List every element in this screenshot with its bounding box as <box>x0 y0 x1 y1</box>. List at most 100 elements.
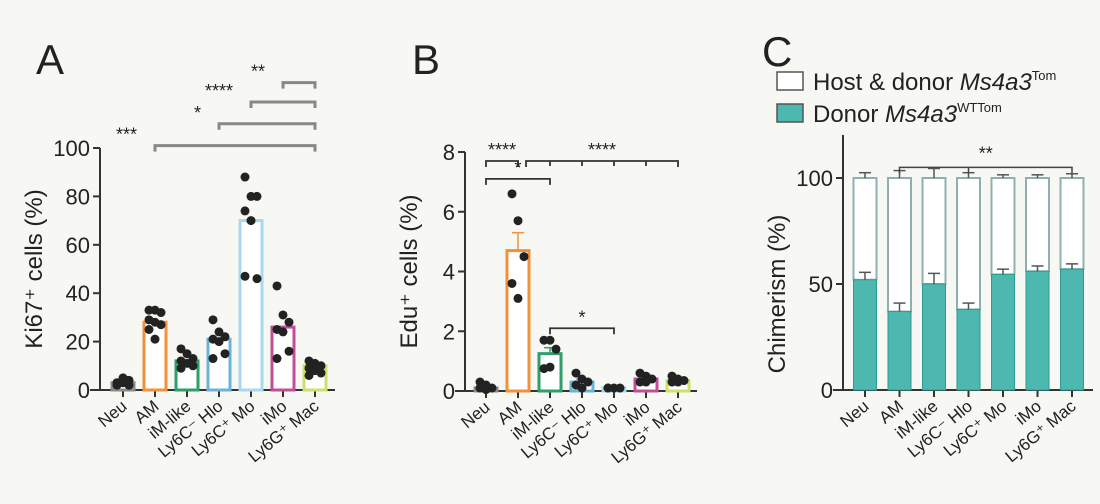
y-tick-label: 40 <box>66 281 90 306</box>
data-point <box>252 274 262 284</box>
y-axis-label: Chimerism (%) <box>764 215 791 374</box>
data-point <box>673 377 683 387</box>
significance-bracket <box>485 177 551 185</box>
data-point <box>240 271 250 281</box>
data-point <box>284 346 294 356</box>
bar-donor <box>991 273 1015 391</box>
significance-label: * <box>194 103 201 123</box>
bar-donor <box>922 283 946 391</box>
data-point <box>156 320 166 330</box>
data-point <box>118 373 128 383</box>
y-axis-label: Edu⁺ cells (%) <box>396 194 423 348</box>
y-tick-label: 50 <box>809 272 833 297</box>
y-tick-label: 8 <box>443 140 455 165</box>
bar-host-donor <box>1059 177 1085 271</box>
y-tick-label: 4 <box>443 260 455 285</box>
legend-swatch <box>776 71 804 91</box>
data-point <box>240 206 250 216</box>
significance-bracket <box>549 327 615 335</box>
data-point <box>112 378 122 388</box>
y-tick-label: 60 <box>66 233 90 258</box>
data-point <box>208 315 218 325</box>
y-tick-label: 0 <box>821 378 833 403</box>
bar-donor <box>956 308 981 391</box>
significance-label: *** <box>116 125 137 145</box>
y-tick-label: 100 <box>796 166 833 191</box>
y-tick-label: 0 <box>443 379 455 404</box>
significance-label: ** <box>251 62 265 82</box>
y-tick-label: 80 <box>66 184 90 209</box>
data-point <box>182 349 192 359</box>
panel-label-b: B <box>412 36 440 83</box>
panel-label-c: C <box>762 28 792 75</box>
y-tick-label: 6 <box>443 200 455 225</box>
data-point <box>304 370 314 380</box>
significance-bracket <box>485 160 519 167</box>
data-point <box>240 172 250 182</box>
significance-bracket <box>217 122 317 130</box>
data-point <box>156 308 166 318</box>
data-point <box>272 281 282 291</box>
data-point <box>214 337 224 347</box>
data-point <box>144 325 154 334</box>
x-tick-label: Neu <box>836 397 872 432</box>
bar-host-donor <box>1025 177 1050 273</box>
y-tick-label: 20 <box>66 330 90 355</box>
data-point <box>188 354 198 364</box>
significance-bracket <box>281 81 317 89</box>
data-point <box>252 191 262 201</box>
y-tick-label: 2 <box>443 319 455 344</box>
data-point <box>176 344 186 354</box>
data-point <box>220 332 230 342</box>
data-point <box>284 317 294 327</box>
data-point <box>316 361 326 371</box>
data-point <box>150 334 160 344</box>
data-point <box>571 368 581 378</box>
significance-bracket <box>153 144 317 152</box>
data-point <box>507 189 517 199</box>
data-point <box>188 361 198 371</box>
data-point <box>507 278 517 288</box>
data-point <box>481 385 491 395</box>
bar <box>270 325 296 392</box>
bar-host-donor <box>852 177 878 281</box>
data-point <box>513 293 523 303</box>
bar <box>505 249 531 393</box>
data-point <box>615 383 625 393</box>
x-tick-label: Neu <box>94 397 130 432</box>
significance-label: ** <box>979 143 993 163</box>
legend-label: Host & donor Ms4a3Tom <box>813 68 1056 96</box>
data-point <box>208 354 218 364</box>
data-point <box>220 349 230 359</box>
significance-bracket <box>898 166 1073 174</box>
data-point <box>577 383 587 393</box>
x-tick-label: Neu <box>457 398 493 433</box>
data-point <box>124 380 134 390</box>
data-point <box>246 216 256 226</box>
data-point <box>176 363 186 373</box>
y-tick-label: 0 <box>78 378 90 403</box>
bar-donor <box>1060 268 1084 391</box>
significance-label: **** <box>205 81 233 101</box>
data-point <box>583 377 593 387</box>
significance-label: **** <box>588 140 616 160</box>
bar <box>238 219 264 392</box>
data-point <box>603 383 613 393</box>
bar-host-donor <box>921 177 947 285</box>
bar-donor <box>853 279 877 391</box>
data-point <box>513 216 523 226</box>
panel-label-a: A <box>36 36 64 83</box>
significance-label: * <box>514 158 521 178</box>
bar-donor <box>887 311 912 391</box>
data-point <box>214 327 224 337</box>
legend-label: Donor Ms4a3WTTom <box>813 100 1002 128</box>
data-point <box>641 377 651 387</box>
data-point <box>545 362 555 372</box>
bar-host-donor <box>990 177 1016 276</box>
y-tick-label: 100 <box>53 136 90 161</box>
data-point <box>278 327 288 337</box>
